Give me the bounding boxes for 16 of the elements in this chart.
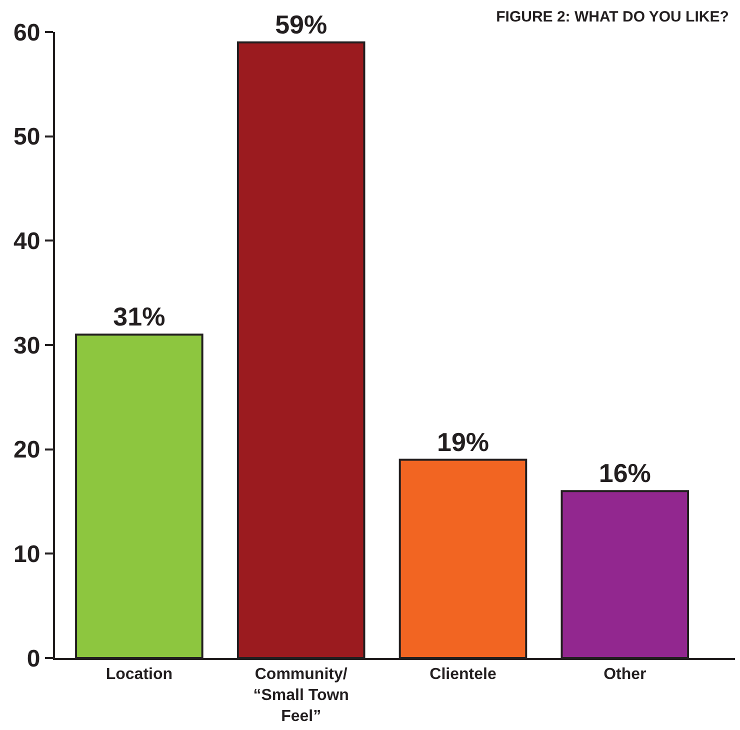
y-tick-label: 40 (13, 228, 40, 256)
data-label: 16% (598, 458, 651, 488)
data-label: 19% (436, 426, 490, 457)
x-tick-label: Other (604, 666, 646, 684)
chart-title: FIGURE 2: WHAT DO YOU LIKE? (496, 8, 729, 26)
y-tick-label: 10 (13, 541, 40, 568)
x-tick-label: Clientele (430, 666, 496, 684)
y-tick-label: 50 (13, 124, 40, 151)
data-label: 59% (275, 9, 328, 40)
x-tick-label: Location (106, 666, 173, 684)
y-tick-label: 60 (13, 19, 40, 46)
x-tick-label: Community/ “Small Town Feel” (253, 666, 349, 725)
y-tick-label: 20 (13, 436, 40, 464)
data-label: 31% (113, 302, 166, 332)
y-tick-label: 30 (13, 332, 40, 360)
y-tick-label: 0 (26, 645, 40, 672)
